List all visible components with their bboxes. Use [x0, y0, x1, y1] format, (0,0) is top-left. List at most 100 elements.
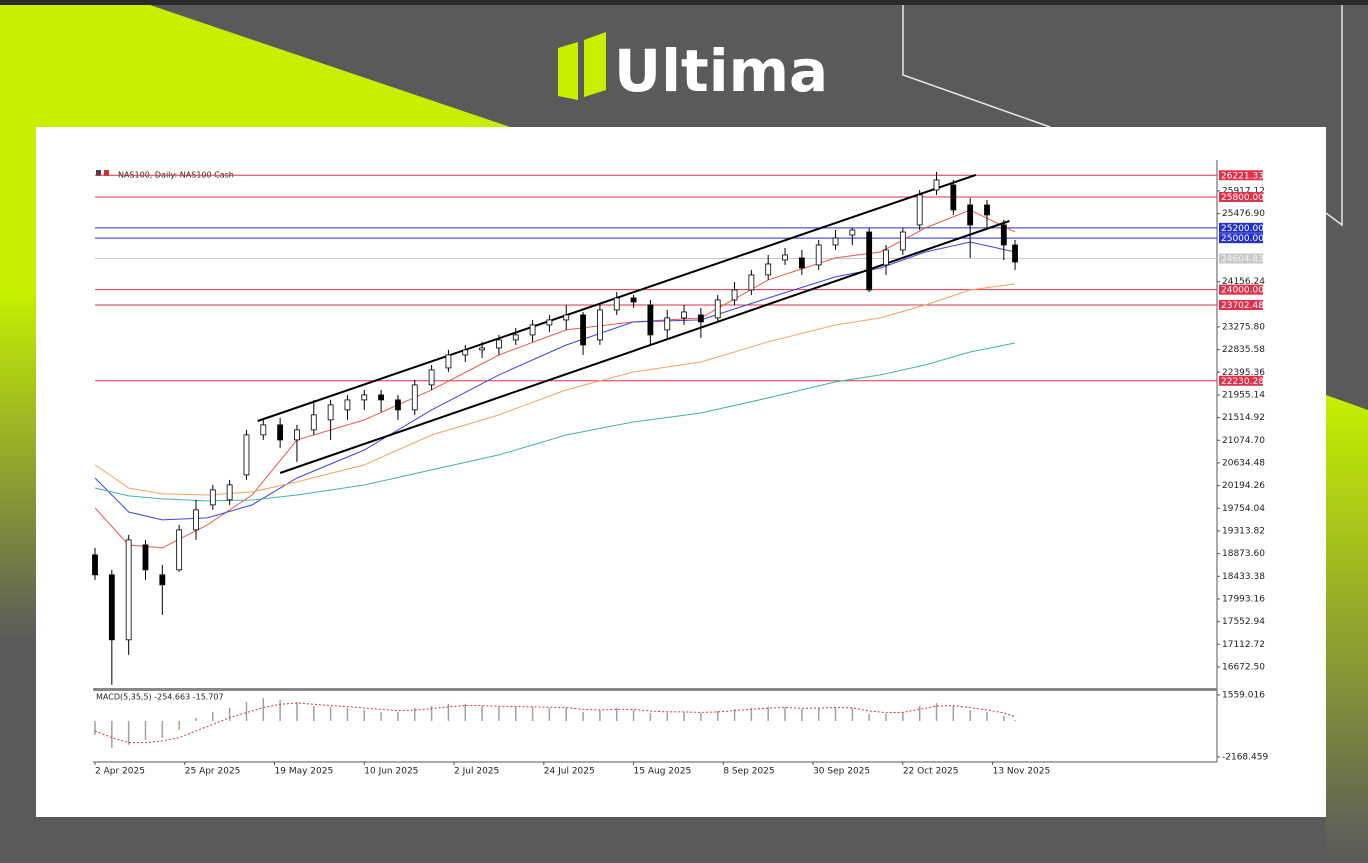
moving-average: [94, 283, 1016, 496]
y-tick-label: 25476.90: [1222, 209, 1265, 219]
y-tick-label: 23275.80: [1222, 322, 1265, 332]
x-tick-label: 24 Jul 2025: [544, 767, 595, 777]
chart: NAS100, Daily: NAS100 Cash MACD(5,35,5) …: [92, 160, 1268, 777]
candle-body: [664, 317, 671, 331]
candle-body: [984, 204, 990, 216]
candle-body: [580, 314, 586, 346]
candle-body: [933, 179, 940, 191]
candle-body: [226, 484, 233, 501]
candle-body: [142, 544, 149, 571]
y-tick-label: 22395.36: [1222, 368, 1265, 378]
y-tick-label: 18873.60: [1222, 549, 1265, 559]
candle-body: [344, 399, 351, 411]
candle-body: [310, 414, 317, 431]
logo-text: Ultima: [614, 37, 828, 105]
panel-separator: [93, 688, 1217, 691]
candle-body: [613, 297, 620, 311]
level-line-label: 22230.28: [1221, 377, 1264, 387]
logo-mark: [558, 42, 578, 100]
level-line-label: 25200.00: [1221, 224, 1264, 234]
candle-body: [748, 274, 755, 291]
candle-body: [378, 394, 385, 401]
candle-body: [294, 429, 300, 441]
level-line-label: 25800.00: [1221, 193, 1264, 203]
y-tick-label: 17112.72: [1222, 640, 1265, 650]
candle-body: [496, 339, 502, 349]
candle-body: [1000, 224, 1007, 246]
candle-body: [125, 539, 132, 641]
y-tick-label: 20634.48: [1222, 458, 1265, 468]
candle-body: [597, 309, 603, 341]
level-line-box: [1219, 284, 1263, 295]
lime-shape: [0, 5, 510, 640]
candle-body: [967, 204, 974, 226]
icon: [104, 170, 109, 176]
candle-body: [765, 263, 772, 276]
x-tick-label: 15 Aug 2025: [634, 767, 692, 777]
candle-body: [681, 311, 687, 319]
level-line-box: [1219, 170, 1263, 181]
candle-body: [361, 394, 368, 401]
candle-body: [159, 574, 166, 586]
candle-body: [630, 297, 637, 303]
candle-body: [1012, 244, 1018, 263]
x-tick-label: 10 Jun 2025: [364, 767, 418, 777]
candle-body: [462, 349, 469, 356]
level-line-label: 23702.48: [1221, 301, 1264, 311]
candle-body: [277, 424, 284, 441]
candle-body: [512, 334, 519, 341]
candle-body: [782, 254, 788, 261]
candle-body: [731, 289, 738, 301]
candle-body: [899, 231, 906, 251]
candle-body: [260, 424, 267, 436]
candle-body: [529, 324, 536, 336]
candle-body: [883, 249, 889, 266]
chart-panel: [36, 127, 1326, 817]
current-price-line-box: [1219, 253, 1263, 264]
level-line-box: [1219, 375, 1263, 386]
y-tick-label: 22835.58: [1222, 345, 1265, 355]
candle-body: [108, 574, 115, 641]
logo: Ultima: [558, 32, 828, 105]
candle-body: [546, 319, 553, 326]
candle-body: [916, 194, 923, 226]
icon: [96, 170, 101, 176]
macd-signal: [94, 702, 1016, 744]
candle-body: [832, 237, 839, 246]
moving-average: [94, 209, 1016, 549]
candle-body: [714, 299, 721, 319]
x-tick-label: 2 Apr 2025: [95, 767, 145, 777]
y-tick-label: 19313.82: [1222, 526, 1265, 536]
candle-body: [395, 399, 401, 411]
y-tick-label: 16672.50: [1222, 662, 1265, 672]
y-tick-label: 25917.12: [1222, 186, 1265, 196]
candle-body: [176, 529, 183, 571]
y-tick-label: 17993.16: [1222, 594, 1265, 604]
x-tick-label: 30 Sep 2025: [813, 767, 870, 777]
outline-shape: [902, 5, 1051, 128]
x-tick-label: 19 May 2025: [275, 767, 334, 777]
macd-y-tick-label: -2168.459: [1222, 753, 1268, 763]
top-border: [0, 0, 1368, 5]
candle-body: [798, 257, 805, 269]
x-tick-label: 2 Jul 2025: [454, 767, 499, 777]
x-tick-label: 22 Oct 2025: [903, 767, 959, 777]
level-line-box: [1219, 222, 1263, 233]
candle-body: [479, 347, 485, 351]
y-tick-label: 20194.26: [1222, 481, 1265, 491]
candle-body: [428, 369, 435, 386]
level-line-label: 26221.33: [1221, 171, 1264, 181]
level-line-label: 25000.00: [1221, 234, 1264, 244]
y-tick-label: 21514.92: [1222, 413, 1265, 423]
candle-body: [849, 229, 856, 236]
candle-body: [697, 314, 704, 323]
current-price-line-label: 24604.83: [1221, 255, 1264, 265]
candle-body: [563, 314, 570, 321]
macd-y-tick-label: 1559.016: [1222, 691, 1265, 701]
logo-mark: [584, 32, 606, 97]
candle-body: [243, 434, 250, 476]
y-tick-label: 21955.14: [1222, 390, 1265, 400]
x-tick-label: 8 Sep 2025: [723, 767, 774, 777]
level-line-label: 24000.00: [1221, 286, 1264, 296]
